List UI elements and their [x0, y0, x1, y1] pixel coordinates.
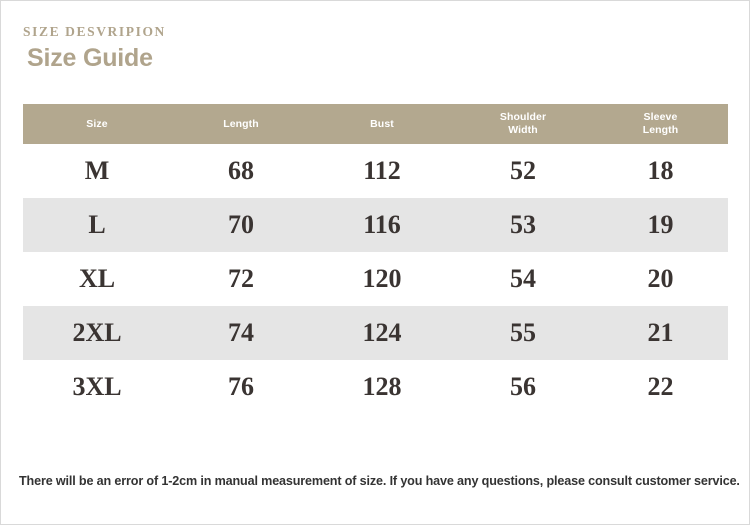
- cell-sleeve-length: 22: [647, 372, 674, 401]
- column-header-bust-line1: Bust: [370, 117, 394, 130]
- cell-shoulder-width: 56: [510, 372, 536, 401]
- column-header-sleeve-length: Sleeve Length: [593, 111, 728, 137]
- cell-size: M: [84, 156, 110, 185]
- cell-sleeve-length: 20: [647, 264, 674, 293]
- measurement-disclaimer: There will be an error of 1-2cm in manua…: [19, 474, 740, 488]
- table-row: 2XL 74 124 55 21: [23, 306, 728, 360]
- table-row: XL 72 120 54 20: [23, 252, 728, 306]
- column-header-length: Length: [171, 118, 311, 131]
- cell-bust: 116: [363, 210, 401, 239]
- cell-length: 76: [228, 372, 254, 401]
- column-header-shoulder-width: Shoulder Width: [453, 111, 593, 137]
- cell-size: 3XL: [72, 372, 122, 401]
- cell-bust: 120: [362, 264, 402, 293]
- cell-length: 68: [228, 156, 254, 185]
- title-block: SIZE DESVRIPION Size Guide: [23, 25, 166, 72]
- cell-shoulder-width: 52: [510, 156, 536, 185]
- column-header-bust: Bust: [311, 118, 453, 131]
- table-row: L 70 116 53 19: [23, 198, 728, 252]
- table-row: 3XL 76 128 56 22: [23, 360, 728, 414]
- cell-bust: 128: [362, 372, 402, 401]
- table-row: M 68 112 52 18: [23, 144, 728, 198]
- page-title: Size Guide: [27, 43, 153, 72]
- size-table: Size Length Bust Shoulder Width Sleeve L…: [23, 104, 728, 414]
- cell-size: L: [88, 210, 106, 239]
- cell-size: XL: [78, 264, 116, 293]
- column-header-sleeve-length-line2: Length: [642, 124, 679, 136]
- cell-length: 70: [228, 210, 254, 239]
- column-header-size-line1: Size: [86, 117, 108, 130]
- column-header-sleeve-length-line1: Sleeve: [643, 111, 678, 123]
- cell-sleeve-length: 19: [647, 210, 674, 239]
- table-header-row: Size Length Bust Shoulder Width Sleeve L…: [23, 104, 728, 144]
- cell-length: 72: [228, 264, 254, 293]
- column-header-length-line1: Length: [223, 117, 259, 130]
- cell-shoulder-width: 53: [510, 210, 536, 239]
- column-header-size: Size: [23, 118, 171, 131]
- cell-bust: 112: [363, 156, 401, 185]
- cell-sleeve-length: 18: [647, 156, 674, 185]
- cell-shoulder-width: 55: [510, 318, 536, 347]
- cell-bust: 124: [362, 318, 402, 347]
- cell-length: 74: [228, 318, 254, 347]
- column-header-shoulder-width-line1: Shoulder: [499, 111, 547, 123]
- cell-shoulder-width: 54: [510, 264, 536, 293]
- cell-sleeve-length: 21: [647, 318, 674, 347]
- eyebrow-text: SIZE DESVRIPION: [23, 24, 166, 39]
- cell-size: 2XL: [72, 318, 122, 347]
- column-header-shoulder-width-line2: Width: [508, 124, 538, 136]
